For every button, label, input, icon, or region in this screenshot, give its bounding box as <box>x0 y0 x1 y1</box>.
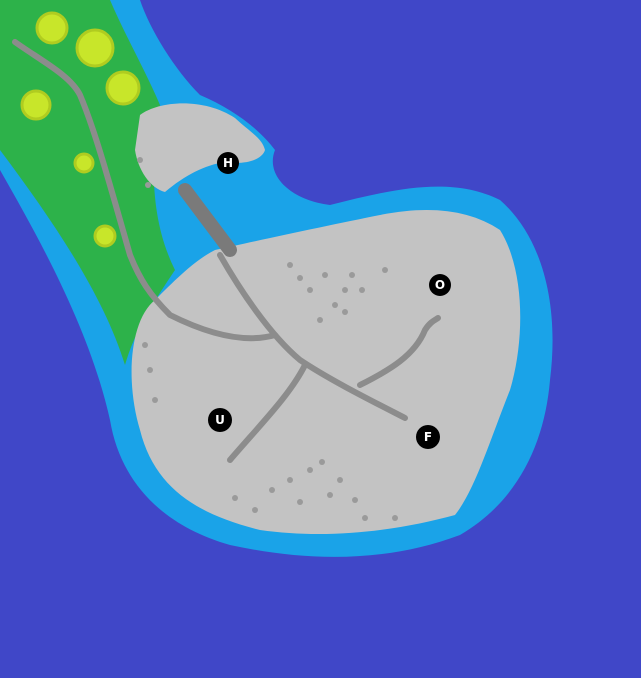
tree-icon <box>35 11 69 45</box>
tree-icon <box>73 152 95 174</box>
rubble-dot <box>147 367 153 373</box>
paths <box>12 39 441 463</box>
tree-icon <box>105 70 141 106</box>
path-north-east <box>357 315 441 388</box>
rubble-dot <box>382 267 388 273</box>
marker-h[interactable]: H <box>217 152 239 174</box>
rubble-dot <box>359 287 365 293</box>
rubble-dot <box>297 499 303 505</box>
rubble-dot <box>352 497 358 503</box>
rubble-dot <box>332 302 338 308</box>
rock-outcrop <box>135 103 265 192</box>
rubble-dot <box>142 342 148 348</box>
path-bridge-trail <box>217 252 408 421</box>
rubble-dot <box>362 515 368 521</box>
tree-icon <box>20 89 52 121</box>
marker-u-label: U <box>215 413 225 427</box>
rubble-dot <box>342 287 348 293</box>
path-south-west <box>227 362 308 463</box>
marker-f-icon <box>416 425 440 449</box>
marker-o-icon <box>429 274 451 296</box>
marker-u-icon <box>208 408 232 432</box>
rubble-dot <box>317 317 323 323</box>
rubble-dot <box>307 467 313 473</box>
marker-h-icon <box>217 152 239 174</box>
rubble-dot <box>287 262 293 268</box>
rubble-dot <box>337 477 343 483</box>
marker-h-label: H <box>223 156 233 170</box>
rubble-dot <box>307 287 313 293</box>
marker-f[interactable]: F <box>416 425 440 449</box>
rubble-dot <box>322 272 328 278</box>
rubble-dot <box>392 515 398 521</box>
bridge <box>178 183 237 257</box>
rubble-dot <box>152 397 158 403</box>
rubble-dot <box>287 477 293 483</box>
rubble-dot <box>342 309 348 315</box>
path-grass-trail <box>12 39 278 342</box>
rubble-dot <box>269 487 275 493</box>
rock-island <box>131 210 521 535</box>
rubble-dot <box>319 459 325 465</box>
rubble-dot <box>297 275 303 281</box>
rubble-dot <box>137 157 143 163</box>
rubble-dot <box>327 492 333 498</box>
marker-o-label: O <box>435 278 445 292</box>
trees <box>20 11 141 248</box>
rubble-dot <box>232 495 238 501</box>
rubble-dot <box>349 272 355 278</box>
rubble-dot <box>145 182 151 188</box>
tree-icon <box>75 28 115 68</box>
rubble-dot <box>252 507 258 513</box>
rubble <box>137 157 398 521</box>
marker-f-label: F <box>424 430 432 444</box>
marker-u[interactable]: U <box>208 408 232 432</box>
tree-icon <box>93 224 117 248</box>
marker-o[interactable]: O <box>429 274 451 296</box>
